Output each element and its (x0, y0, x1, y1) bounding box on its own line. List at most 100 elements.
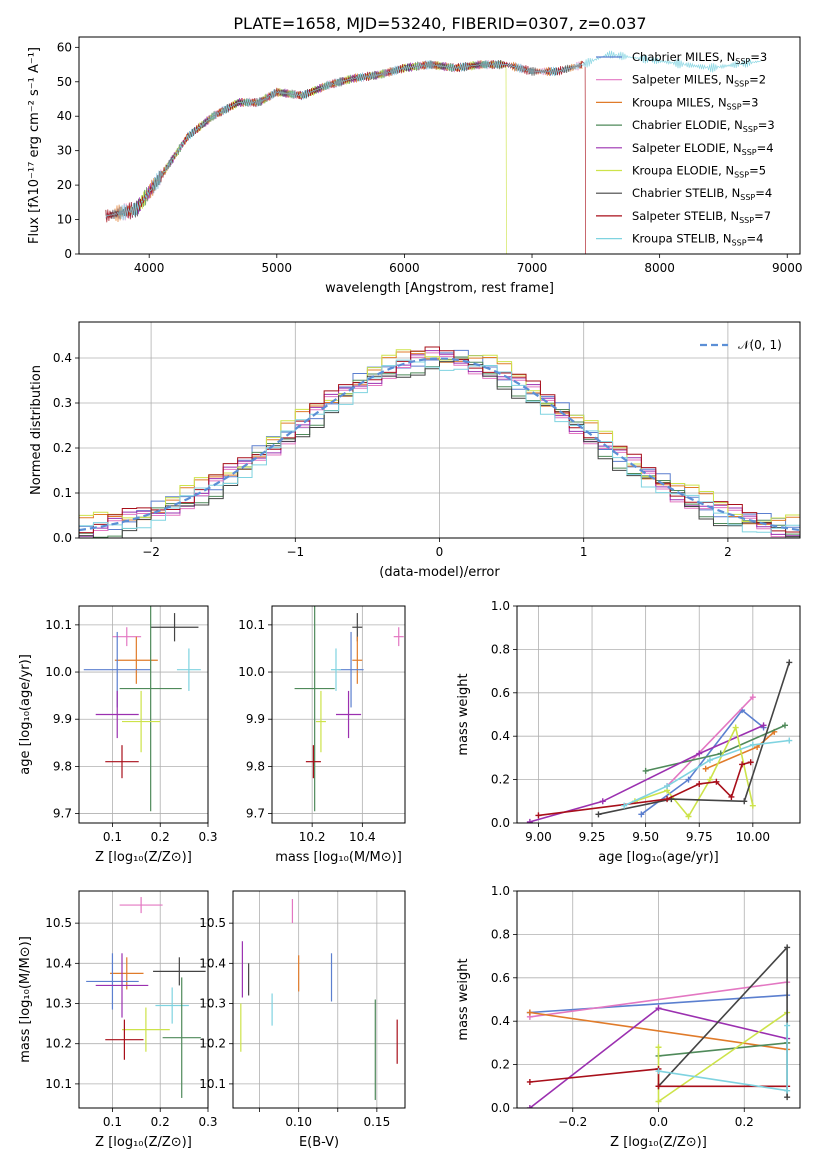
weight-point-marker (706, 757, 713, 764)
panel-z-weight: −0.2 0.0 0.2 0.0 0.2 0.4 0.6 0.8 1.0 Z [log₁₀(Z/Z… (456, 884, 801, 1150)
y-tick-label: 10.5 (45, 916, 72, 930)
weight-series-line (658, 1042, 788, 1057)
x-tick-label: 0 (436, 545, 444, 559)
y-tick-label: 10.1 (199, 1077, 226, 1091)
errorbar-point (338, 631, 364, 708)
axes-frame (78, 36, 801, 255)
errorbar-point (335, 690, 362, 739)
x-tick-label: 10.4 (349, 830, 376, 844)
weight-point-marker (526, 1009, 533, 1016)
x-tick-label: 0.2 (151, 1115, 170, 1129)
x-tick-label: 9.25 (579, 830, 606, 844)
errorbar-point (155, 987, 189, 1024)
x-axis-label: Z [log₁₀(Z/Z⊙)] (95, 1135, 192, 1150)
y-axis-label: Flux [fλ10⁻¹⁷ erg cm⁻² s⁻¹ A⁻¹] (27, 47, 42, 244)
spectrum-series-line (136, 60, 506, 216)
axes-frame (78, 605, 209, 824)
plot-area (294, 606, 404, 812)
x-tick-label: 0.2 (151, 830, 170, 844)
x-tick-label: 0.15 (363, 1115, 390, 1129)
x-tick-label: 1 (580, 545, 588, 559)
errorbar-point (176, 648, 201, 691)
x-tick-label: 0.1 (103, 1115, 122, 1129)
weight-series-line (634, 725, 754, 818)
axes-frame (271, 605, 406, 824)
y-tick-label: 0.6 (491, 971, 510, 985)
x-tick-label: −0.2 (558, 1115, 587, 1129)
plot-area (526, 944, 791, 1108)
weight-point-marker (696, 780, 703, 787)
weight-point-marker (741, 798, 748, 805)
y-tick-label: 60 (57, 40, 72, 54)
weight-point-marker (526, 818, 533, 823)
y-tick-label: 10.1 (45, 1077, 72, 1091)
x-tick-label: 6000 (389, 261, 420, 275)
y-tick-label: 0.2 (491, 1058, 510, 1072)
y-tick-label: 0.0 (53, 531, 72, 545)
errorbar-point (150, 613, 199, 642)
y-tick-label: 0.0 (491, 816, 510, 830)
legend-entry: 𝒩(0, 1) (738, 338, 782, 352)
panel-z-mass: 0.1 0.2 0.3 10.1 10.2 10.3 10.4 10.5 Z [log₁₀(Z/… (18, 890, 218, 1150)
errorbar-point (352, 636, 363, 684)
x-tick-label: 9.00 (525, 830, 552, 844)
weight-point-marker (784, 1087, 791, 1094)
axes-frame (516, 605, 801, 824)
y-tick-label: 20 (57, 178, 72, 192)
weight-series-line (529, 724, 764, 823)
y-tick-label: 10.2 (45, 1037, 72, 1051)
x-tick-label: 0.3 (198, 830, 217, 844)
y-tick-label: 10.4 (199, 956, 226, 970)
legend-entry: Kroupa ELODIE, NSSP=5 (632, 164, 766, 180)
x-tick-label: 9000 (772, 261, 803, 275)
figure-title: PLATE=1658, MJD=53240, FIBERID=0307, z=0… (233, 14, 646, 33)
y-tick-label: 10 (57, 213, 72, 227)
x-tick-label: 0.0 (649, 1115, 668, 1129)
weight-point-marker (595, 811, 602, 818)
errorbar-point (162, 977, 201, 1098)
x-axis-label: (data-model)/error (379, 565, 500, 580)
weight-series-line (529, 994, 788, 1014)
weight-point-marker (784, 1094, 791, 1101)
errorbar-point (119, 897, 163, 914)
y-tick-label: 9.7 (246, 807, 265, 821)
x-tick-label: 9.50 (632, 830, 659, 844)
panel-age-weight: 9.00 9.25 9.50 9.75 10.00 0.0 0.2 0.4 0.6 0.8 1.0 a… (456, 599, 801, 865)
weight-point-marker (685, 776, 692, 783)
y-tick-label: 10.3 (199, 997, 226, 1011)
weight-point-marker (786, 737, 793, 744)
y-tick-label: 1.0 (491, 599, 510, 613)
weight-point-marker (638, 811, 645, 818)
weight-point-marker (781, 722, 788, 729)
weight-point-marker (621, 802, 628, 809)
legend: Chabrier MILES, NSSP=3 Salpeter MILES, NS… (596, 50, 775, 248)
y-tick-label: 10.4 (45, 956, 72, 970)
weight-point-marker (655, 1083, 662, 1090)
y-tick-label: 0.4 (53, 351, 72, 365)
weight-series-line (658, 1025, 788, 1092)
x-tick-label: 0.3 (198, 1115, 217, 1129)
legend-entry: Chabrier MILES, NSSP=3 (632, 50, 767, 66)
errorbar-point (119, 606, 182, 812)
weight-point-marker (732, 724, 739, 731)
weight-series-line (529, 981, 788, 1018)
normal-reference-curve (79, 357, 800, 532)
weight-point-marker (655, 1098, 662, 1105)
x-tick-label: 4000 (134, 261, 165, 275)
weight-point-marker (685, 813, 692, 820)
y-tick-label: 10.1 (45, 618, 72, 632)
y-tick-label: 9.7 (53, 807, 72, 821)
x-tick-label: 0.2 (735, 1115, 754, 1129)
y-tick-label: 0.8 (491, 642, 510, 656)
panel-spectrum: 4000 5000 6000 7000 8000 9000 0 10 20 30 40 50 60 wav… (27, 36, 803, 296)
errorbar-point (393, 627, 404, 647)
plot-area (526, 659, 793, 823)
weight-point-marker (728, 793, 735, 800)
weight-point-marker (642, 767, 649, 774)
x-tick-label: −2 (142, 545, 160, 559)
x-axis-label: E(B-V) (299, 1135, 339, 1150)
weight-point-marker (749, 741, 756, 748)
histogram-series (79, 349, 800, 538)
legend-entry: Salpeter MILES, NSSP=2 (632, 73, 766, 89)
errorbar-point (153, 957, 206, 986)
